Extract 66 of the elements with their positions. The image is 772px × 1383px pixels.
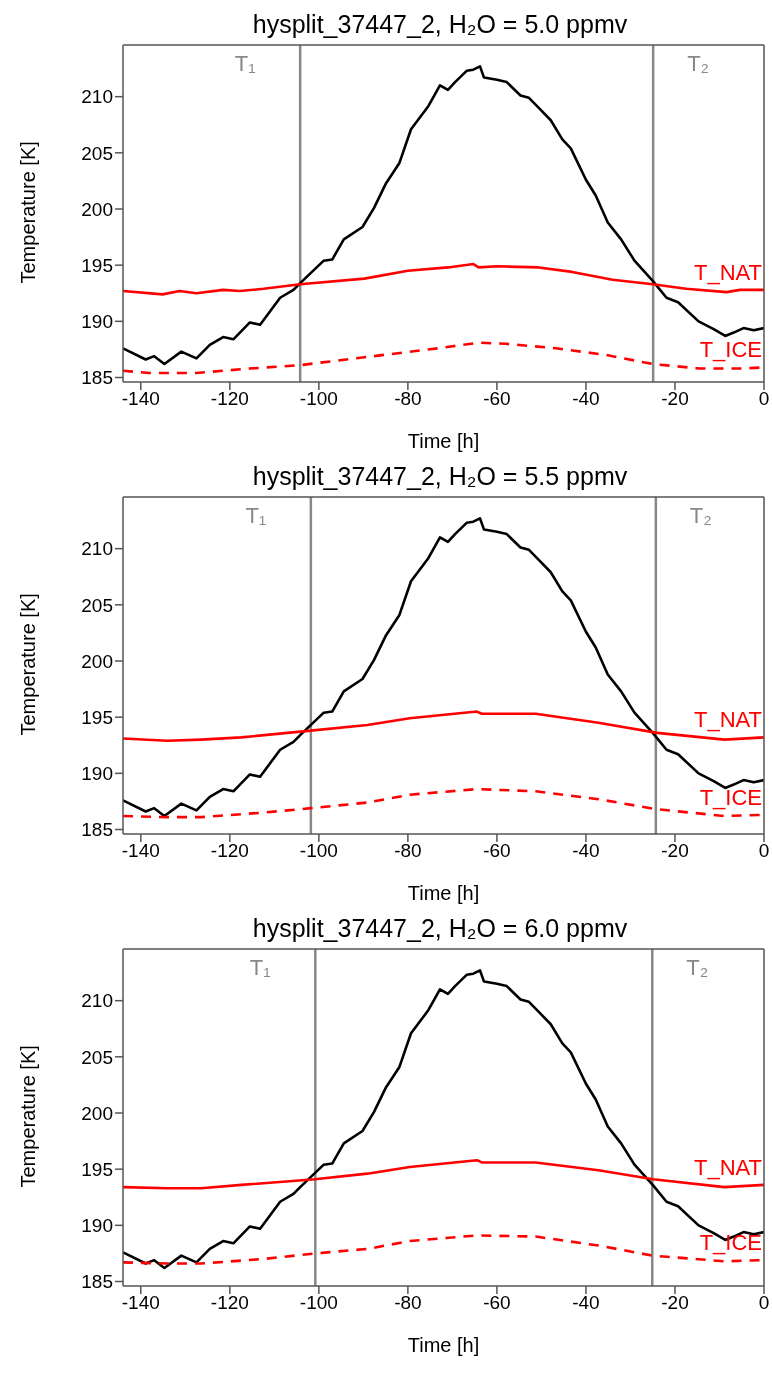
y-tick-label: 190 bbox=[81, 763, 113, 785]
x-tick-label: -60 bbox=[483, 840, 511, 862]
y-tick-label: 195 bbox=[81, 706, 113, 728]
line-series bbox=[123, 262, 764, 296]
ref-line-label: T₂ bbox=[687, 51, 710, 76]
chart-title: hysplit_37447_2, H₂O = 6.0 ppmv bbox=[251, 913, 629, 944]
x-tick-label: -20 bbox=[661, 1292, 689, 1314]
y-tick-label: 195 bbox=[81, 254, 113, 276]
x-axis-title: Time [h] bbox=[407, 430, 480, 452]
x-tick-label: 0 bbox=[758, 388, 770, 410]
x-tick-label: -120 bbox=[210, 1292, 249, 1314]
series-label: T_NAT bbox=[693, 259, 762, 285]
x-axis-title: Time [h] bbox=[407, 882, 480, 904]
y-axis-title: Temperature [K] bbox=[17, 1045, 40, 1188]
series-label: T_NAT bbox=[693, 707, 762, 733]
y-tick-label: 185 bbox=[81, 819, 113, 841]
line-series bbox=[123, 1158, 764, 1190]
y-tick-label: 185 bbox=[81, 367, 113, 389]
y-tick-label: 190 bbox=[81, 311, 113, 333]
x-tick-label: -100 bbox=[299, 388, 338, 410]
y-axis-title: Temperature [K] bbox=[17, 141, 40, 284]
series-label: T_ICE bbox=[699, 1230, 762, 1256]
y-tick-label: 210 bbox=[81, 538, 113, 560]
x-tick-label: 0 bbox=[758, 1292, 770, 1314]
chart-title: hysplit_37447_2, H₂O = 5.0 ppmv bbox=[251, 9, 629, 40]
x-tick-label: -80 bbox=[394, 1292, 422, 1314]
x-tick-label: -100 bbox=[299, 840, 338, 862]
y-tick-label: 210 bbox=[81, 86, 113, 108]
x-tick-label: -40 bbox=[572, 388, 600, 410]
x-tick-label: -80 bbox=[394, 840, 422, 862]
y-tick-label: 205 bbox=[81, 1046, 113, 1068]
x-tick-label: -60 bbox=[483, 1292, 511, 1314]
ref-line-label: T₁ bbox=[234, 51, 256, 76]
x-tick-label: -120 bbox=[210, 840, 249, 862]
x-axis-title: Time [h] bbox=[407, 1334, 480, 1356]
y-tick-label: 200 bbox=[81, 650, 113, 672]
x-tick-label: -120 bbox=[210, 388, 249, 410]
y-tick-label: 190 bbox=[81, 1215, 113, 1237]
y-tick-label: 200 bbox=[81, 1102, 113, 1124]
y-tick-label: 200 bbox=[81, 198, 113, 220]
x-tick-label: 0 bbox=[758, 840, 770, 862]
line-series bbox=[123, 710, 764, 743]
x-tick-label: -20 bbox=[661, 388, 689, 410]
y-tick-label: 195 bbox=[81, 1158, 113, 1180]
x-tick-label: -40 bbox=[572, 1292, 600, 1314]
y-tick-label: 205 bbox=[81, 142, 113, 164]
x-tick-label: -60 bbox=[483, 388, 511, 410]
x-tick-label: -140 bbox=[121, 840, 160, 862]
series-label: T_ICE bbox=[699, 784, 762, 810]
y-tick-label: 205 bbox=[81, 594, 113, 616]
ref-line-label: T₁ bbox=[245, 503, 267, 528]
series-label: T_ICE bbox=[699, 337, 762, 363]
x-tick-label: -140 bbox=[121, 1292, 160, 1314]
chart-title: hysplit_37447_2, H₂O = 5.5 ppmv bbox=[251, 461, 629, 492]
x-tick-label: -140 bbox=[121, 388, 160, 410]
ref-line-label: T₁ bbox=[249, 955, 271, 980]
y-axis-title: Temperature [K] bbox=[17, 593, 40, 736]
ref-line-label: T₂ bbox=[689, 503, 712, 528]
y-tick-label: 210 bbox=[81, 990, 113, 1012]
x-tick-label: -100 bbox=[299, 1292, 338, 1314]
x-tick-label: -80 bbox=[394, 388, 422, 410]
series-label: T_NAT bbox=[693, 1154, 762, 1180]
x-tick-label: -40 bbox=[572, 840, 600, 862]
ref-line-label: T₂ bbox=[686, 955, 709, 980]
x-tick-label: -20 bbox=[661, 840, 689, 862]
y-tick-label: 185 bbox=[81, 1271, 113, 1293]
